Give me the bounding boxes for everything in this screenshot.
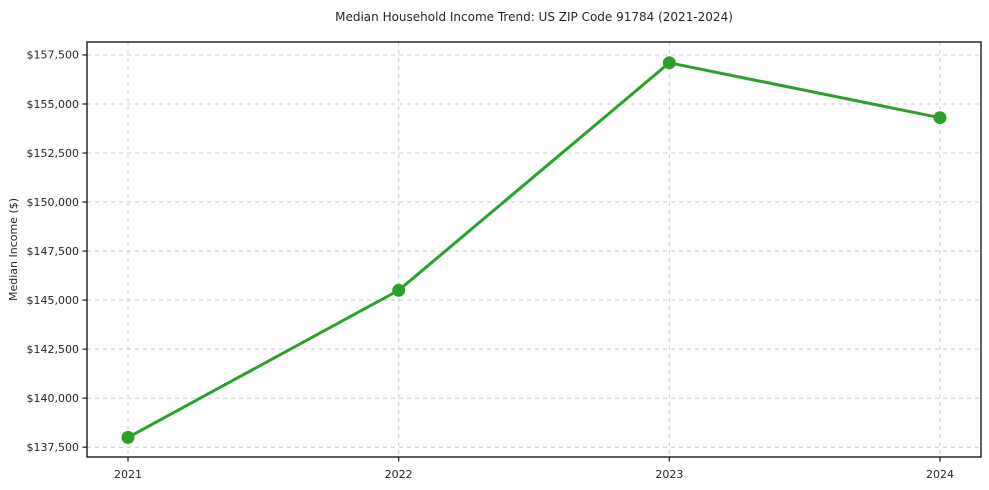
x-tick-label: 2023: [655, 468, 683, 481]
y-tick-label: $140,000: [27, 392, 80, 405]
y-tick-label: $145,000: [27, 294, 80, 307]
y-tick-label: $157,500: [27, 49, 80, 62]
plot-border: [86, 41, 982, 458]
y-tick-label: $152,500: [27, 147, 80, 160]
income-trend-line: [126, 61, 942, 439]
chart-title: Median Household Income Trend: US ZIP Co…: [335, 10, 733, 24]
data-point-2022: [392, 283, 406, 297]
y-tick-label: $150,000: [27, 196, 80, 209]
x-tick-label: 2021: [114, 468, 142, 481]
y-tick-label: $147,500: [27, 245, 80, 258]
data-point-2023: [662, 56, 676, 70]
y-tick-label: $155,000: [27, 98, 80, 111]
x-tick-label: 2022: [385, 468, 413, 481]
y-tick-label: $137,500: [27, 441, 80, 454]
data-point-2021: [121, 430, 135, 444]
y-tick-label: $142,500: [27, 343, 80, 356]
data-point-2024: [933, 111, 947, 125]
x-tick-label: 2024: [926, 468, 954, 481]
y-axis-label: Median Income ($): [7, 198, 20, 301]
